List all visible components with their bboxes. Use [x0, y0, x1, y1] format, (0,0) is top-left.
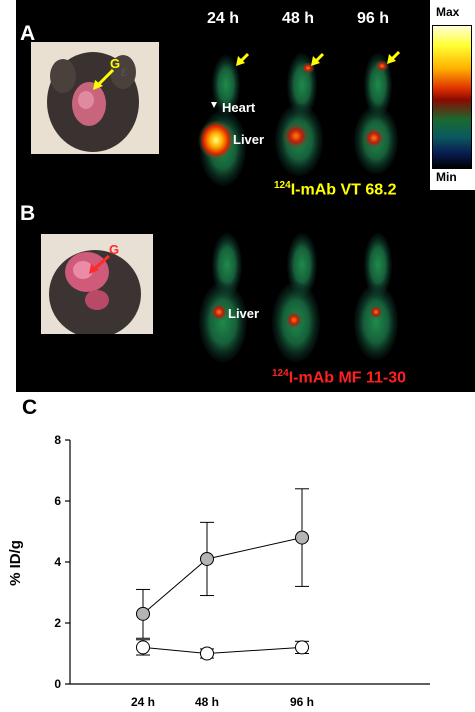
time-label-48h: 48 h	[282, 10, 315, 27]
mouse-photo-a: ε G	[31, 42, 159, 154]
y-tick-label-2: 4	[54, 555, 61, 569]
mouse-photo-b: G	[41, 234, 153, 334]
colorbar-max: Max	[436, 5, 460, 19]
data-point-0-2	[295, 530, 309, 545]
liver-label-a: Liver	[233, 132, 265, 147]
y-tick-label-1: 2	[54, 616, 61, 630]
panel-a-letter: A	[20, 22, 36, 45]
caption-b-isotope: 124	[272, 368, 289, 379]
scan-a-24h	[198, 55, 246, 186]
data-point-0-1	[200, 551, 214, 566]
arrow-a-24h	[236, 52, 250, 66]
series-line-0	[142, 537, 303, 615]
panel-c-letter: C	[22, 396, 38, 419]
scan-b-48h	[272, 233, 320, 362]
pet-scans	[198, 50, 401, 362]
time-label-96h: 96 h	[357, 10, 390, 27]
liver-label-b: Liver	[228, 306, 260, 321]
heart-label: Heart	[222, 100, 256, 115]
mouse-photo-b-drawing	[49, 250, 141, 334]
series-line-1	[142, 646, 303, 655]
caption-mf-11-30: 124I-mAb MF 11-30	[272, 368, 406, 387]
chart-axes: 0 2 4 6 8 24 h 48 h 96 h	[54, 433, 430, 709]
caption-a-text: I-mAb VT 68.2	[290, 181, 397, 199]
mouse-photo-a-drawing: ε	[47, 52, 139, 152]
y-tick-label-4: 8	[54, 433, 61, 447]
heart-arrowhead	[211, 102, 217, 108]
pet-imaging-panel: A B 24 h 48 h 96 h ε G G	[16, 0, 475, 392]
caption-a-isotope: 124	[274, 180, 291, 191]
svg-text:ε: ε	[121, 63, 127, 79]
y-axis-label: % ID/g	[7, 540, 24, 586]
arrow-a-96h	[387, 50, 401, 64]
time-label-24h: 24 h	[207, 10, 240, 27]
colorbar-panel: Max Min	[430, 0, 475, 190]
x-tick-label-1: 48 h	[195, 695, 219, 709]
x-tick-label-0: 24 h	[131, 695, 155, 709]
colorbar-min: Min	[436, 170, 457, 184]
scan-a-48h	[275, 53, 323, 176]
data-point-0-0	[136, 606, 150, 621]
scan-b-24h	[199, 233, 247, 362]
chart-series-lines	[142, 537, 303, 655]
caption-b-text: I-mAb MF 11-30	[288, 369, 407, 387]
scan-a-96h	[354, 53, 398, 174]
scan-b-96h	[354, 233, 398, 360]
uptake-chart: 0 2 4 6 8 24 h 48 h 96 h % ID/g	[7, 433, 430, 709]
data-point-1-2	[295, 640, 309, 655]
panel-b-letter: B	[20, 202, 36, 225]
data-point-1-1	[200, 646, 214, 661]
y-tick-label-0: 0	[54, 677, 61, 691]
x-tick-label-2: 96 h	[290, 695, 314, 709]
arrow-a-48h	[311, 52, 325, 66]
y-tick-label-3: 6	[54, 494, 61, 508]
photo-a-mark: G	[110, 56, 121, 71]
caption-vt-68-2: 124I-mAb VT 68.2	[274, 180, 397, 199]
chart-markers	[136, 530, 309, 661]
colorbar-gradient	[432, 25, 472, 169]
photo-b-mark: G	[109, 242, 120, 257]
chart-error-bars	[136, 488, 309, 659]
data-point-1-0	[136, 640, 150, 655]
